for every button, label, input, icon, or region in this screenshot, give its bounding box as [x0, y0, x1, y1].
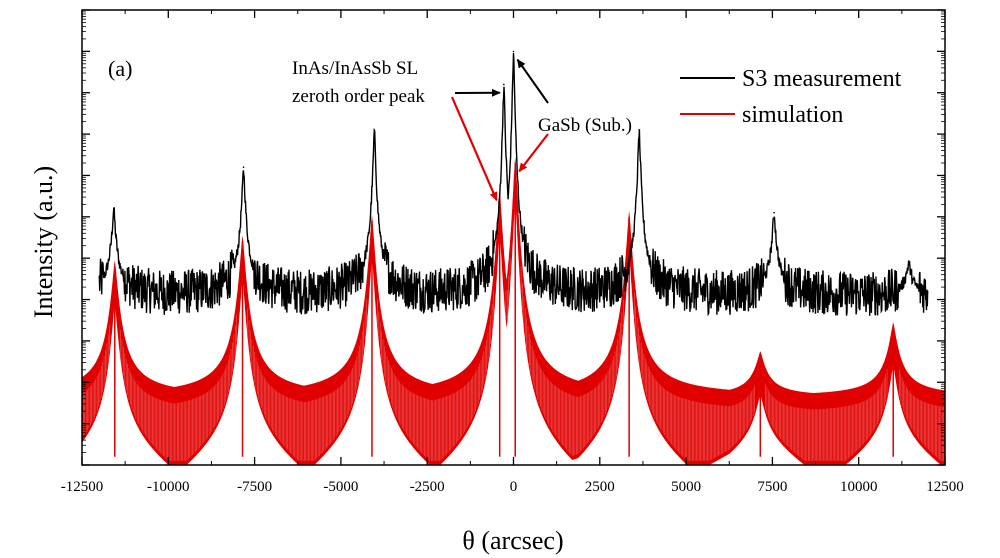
measurement-peak-point — [112, 207, 115, 210]
x-tick-label: 5000 — [671, 479, 701, 495]
measurement-peak-point — [907, 261, 910, 264]
arrow-gasb-measurement — [516, 58, 549, 104]
arrow-gasb-simulation — [518, 133, 549, 173]
measurement-peak-point — [503, 83, 505, 86]
x-tick-label: 12500 — [926, 479, 964, 495]
x-tick-label: -12500 — [61, 479, 104, 495]
annotation-sl-line-1: InAs/InAsSb SL — [292, 58, 418, 79]
plot-area — [81, 50, 946, 466]
measurement-line — [98, 52, 929, 317]
x-axis-ticks: -12500 -10000 -7500 -5000 -2500 0 2500 5000 7500… — [61, 10, 964, 495]
measurement-peak-point — [242, 166, 245, 168]
measurement-series — [98, 50, 929, 317]
panel-label: (a) — [108, 56, 132, 81]
measurement-peak-point — [373, 129, 376, 131]
legend-label-simulation: simulation — [742, 102, 843, 128]
y-axis-ticks — [82, 9, 945, 466]
simulation-series — [81, 157, 946, 466]
measurement-peak-point — [512, 50, 515, 53]
annotation-gasb: GaSb (Sub.) — [538, 115, 632, 136]
x-tick-label: -10000 — [147, 479, 190, 495]
x-axis-title: θ (arcsec) — [462, 526, 563, 555]
x-tick-label: 7500 — [757, 479, 787, 495]
arrow-sl-simulation — [450, 96, 498, 202]
x-tick-label: 10000 — [840, 479, 878, 495]
measurement-peak-point — [638, 129, 640, 131]
annotation-arrows — [450, 58, 549, 202]
simulation-fill — [82, 157, 945, 466]
x-tick-label: 0 — [510, 479, 518, 495]
measurement-peak-point — [773, 211, 775, 214]
x-tick-label: -7500 — [237, 479, 272, 495]
x-tick-label: -2500 — [410, 479, 445, 495]
x-tick-label: -5000 — [323, 479, 358, 495]
y-axis-title: Intensity (a.u.) — [29, 166, 58, 318]
annotation-sl-line-2: zeroth order peak — [292, 86, 425, 107]
x-tick-label: 2500 — [585, 479, 615, 495]
legend-label-measurement: S3 measurement — [742, 66, 902, 92]
